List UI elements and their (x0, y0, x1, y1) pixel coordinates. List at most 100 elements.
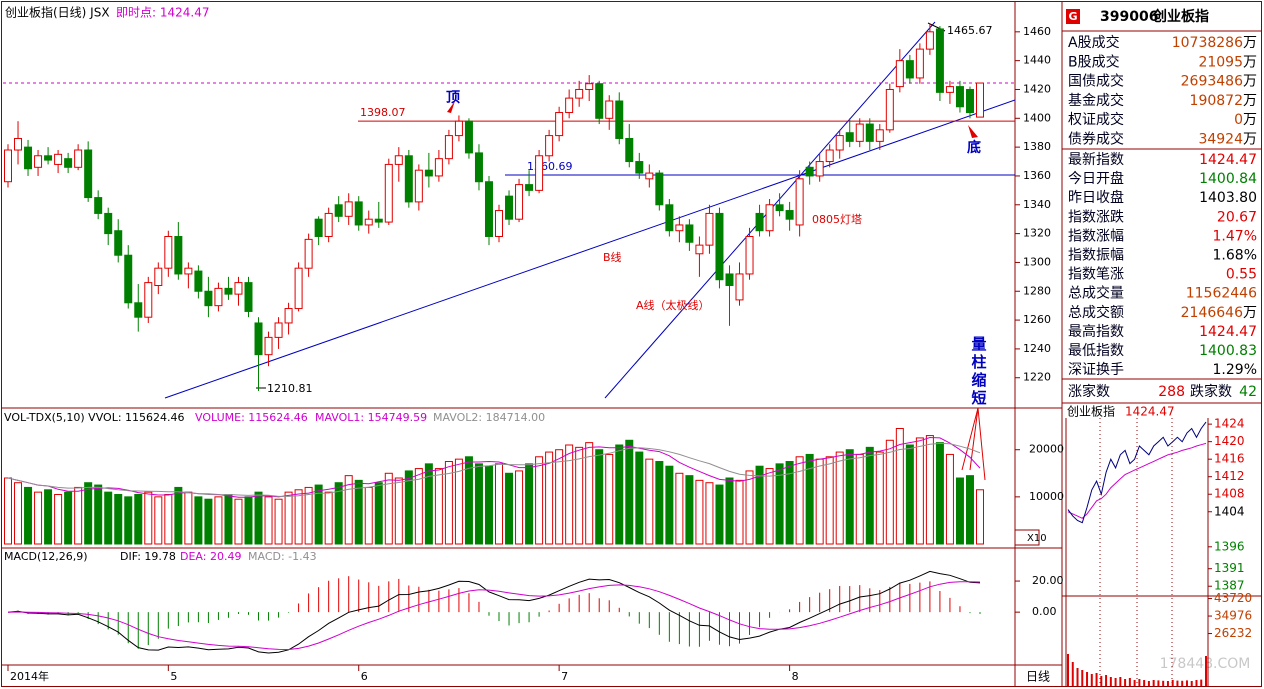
period-label: 日线 (1026, 670, 1050, 684)
volume-bar (4, 477, 12, 545)
candle-body (84, 149, 93, 199)
volume-bar (835, 451, 844, 545)
volume-bar (334, 482, 343, 545)
trend-line-b (164, 99, 1015, 399)
volume-bar (14, 482, 23, 545)
candle-body (515, 184, 524, 220)
high-label: 1465.67 (947, 24, 993, 37)
quote-unit: 万 (1243, 132, 1257, 148)
candle-body (715, 212, 724, 281)
volume-bar (695, 479, 704, 545)
quote-number: 21095 (1198, 54, 1243, 70)
volume-ma-line (7, 442, 981, 497)
volume-bar (304, 486, 313, 545)
scale-box (1014, 529, 1040, 546)
candle-body (555, 112, 564, 137)
volume-bar (865, 446, 874, 545)
volume-bar (635, 451, 644, 545)
candle-body (424, 169, 433, 177)
quote-label: 国债成交 (1068, 73, 1124, 90)
candle-body (945, 86, 954, 93)
candle-body (14, 137, 23, 151)
mini-tick-label: 43720 (1214, 591, 1252, 605)
candle-body (745, 235, 754, 275)
candle-body (94, 197, 103, 214)
low-label: 1210.81 (267, 382, 313, 395)
volume-bar (625, 439, 634, 545)
mini-price-line (1067, 421, 1207, 524)
mini-tick-label: 1424 (1214, 417, 1245, 431)
volume-bar (745, 470, 754, 545)
candle-body (54, 153, 63, 165)
volume-bar (44, 489, 53, 545)
quote-value: 1403.80 (1199, 190, 1257, 206)
volume-bar (845, 449, 854, 545)
macd-header: DEA: 20.49 (180, 550, 241, 563)
quote-value: 1424.47 (1199, 324, 1257, 340)
quote-value: 2146646万 (1181, 305, 1257, 321)
volume-bar (765, 468, 774, 545)
candle-body (505, 195, 514, 220)
volume-bar (464, 456, 473, 545)
volume-bar (64, 491, 73, 545)
volume-bar (234, 498, 243, 545)
volume-bar (805, 453, 814, 545)
y-tick-label: 1440 (1023, 54, 1051, 67)
price-level-label: 1398.07 (360, 106, 406, 119)
macd-header: DIF: 19.78 (120, 550, 176, 563)
badge (1066, 9, 1080, 24)
candle-body (394, 155, 403, 165)
candle-body (164, 235, 173, 269)
candle-body (114, 230, 123, 256)
volume-ma-line (7, 436, 981, 498)
mini-tick-label: 1396 (1214, 539, 1245, 553)
candle-body (454, 120, 463, 137)
volume-bar (144, 491, 153, 545)
volume-bar (935, 442, 944, 545)
quote-label: 深证换手 (1068, 361, 1124, 378)
quote-number: 11562446 (1186, 286, 1257, 302)
volume-bar (394, 477, 403, 545)
candle-body (264, 336, 273, 356)
mini-tick-label: 1404 (1214, 504, 1245, 518)
volume-bar (675, 472, 684, 545)
candle-body (725, 273, 734, 286)
candle-body (865, 123, 874, 142)
candle-body (194, 270, 203, 292)
mini-tick-label: 34976 (1214, 609, 1252, 623)
quote-number: 1.47% (1213, 228, 1257, 244)
scale-label: X10 (1027, 533, 1047, 544)
candle-body (274, 322, 283, 338)
macd-header: MACD: -1.43 (248, 550, 317, 563)
candle-body (174, 235, 183, 275)
volume-bar (535, 456, 544, 545)
volume-bar (655, 461, 664, 545)
quote-number: 2693486 (1181, 74, 1243, 90)
quote-value: 1.68% (1213, 248, 1257, 264)
quote-label: 基金成交 (1068, 92, 1124, 109)
badge-text: G (1068, 10, 1077, 23)
volume-bar (925, 435, 934, 545)
y-tick-label: 1280 (1023, 284, 1051, 297)
candle-body (705, 212, 714, 246)
quote-unit: 万 (1243, 74, 1257, 90)
volume-bar (565, 444, 574, 545)
volume-bar (785, 461, 794, 545)
candle-body (484, 181, 493, 237)
volume-bar (184, 491, 193, 545)
volume-bar (244, 496, 253, 545)
quote-label: 最低指数 (1068, 343, 1124, 359)
volume-bar (915, 437, 924, 545)
y-tick-label: 1220 (1023, 371, 1051, 384)
volume-bar (344, 475, 353, 545)
candle-body (785, 210, 794, 220)
quote-value: 0万 (1234, 112, 1257, 128)
volume-bar (955, 477, 964, 545)
quote-number: 1424.47 (1199, 152, 1257, 168)
volume-bar (665, 465, 674, 545)
volume-bar (815, 458, 824, 545)
candle-body (675, 224, 684, 232)
volume-bar (24, 486, 33, 545)
volume-bar (615, 444, 624, 545)
